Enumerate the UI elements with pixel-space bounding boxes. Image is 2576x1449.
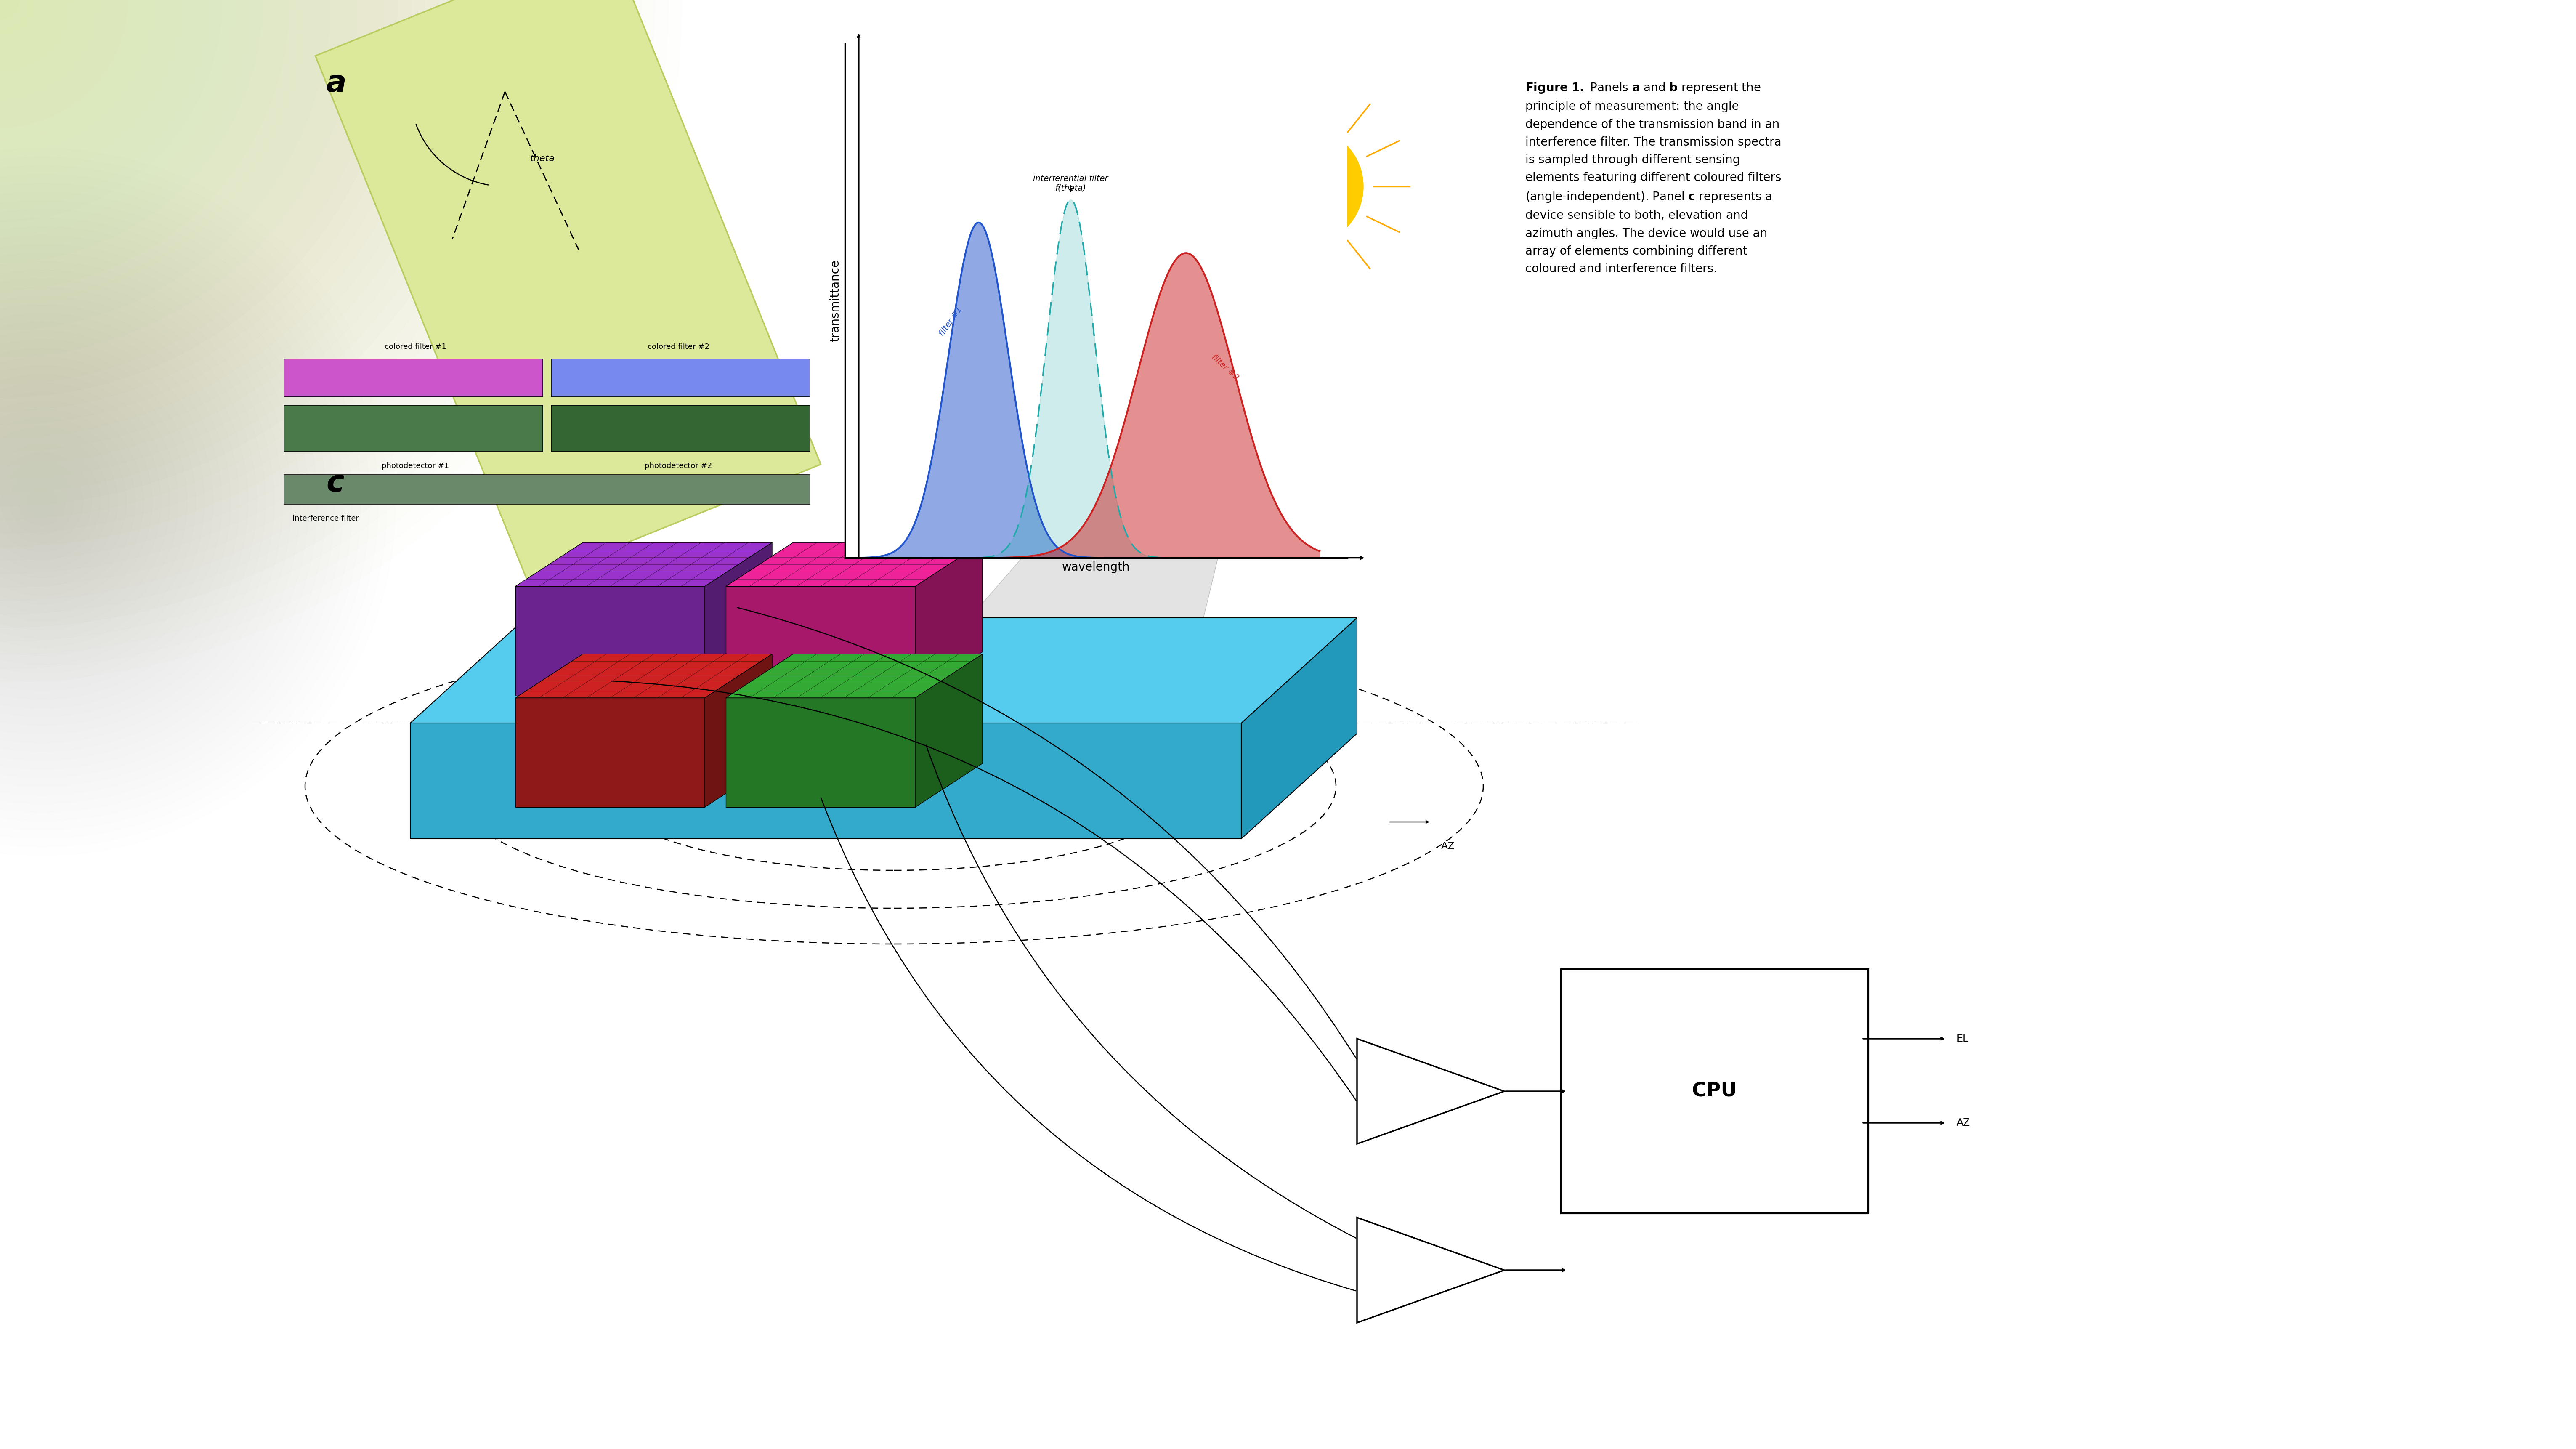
Polygon shape bbox=[726, 698, 914, 807]
Text: interferential filter
f(theta): interferential filter f(theta) bbox=[1033, 175, 1108, 193]
Polygon shape bbox=[410, 723, 1242, 839]
Polygon shape bbox=[515, 653, 773, 698]
Text: a: a bbox=[327, 70, 348, 99]
Polygon shape bbox=[706, 542, 773, 696]
Polygon shape bbox=[914, 653, 981, 807]
Bar bbox=[551, 406, 809, 452]
Polygon shape bbox=[726, 653, 981, 698]
Polygon shape bbox=[1242, 617, 1358, 839]
Polygon shape bbox=[1358, 1217, 1504, 1323]
Text: theta: theta bbox=[531, 155, 554, 162]
Text: photodetector #2: photodetector #2 bbox=[644, 462, 711, 469]
Text: $\mathbf{Figure\ 1.}$ Panels $\mathbf{a}$ and $\mathbf{b}$ represent the
princip: $\mathbf{Figure\ 1.}$ Panels $\mathbf{a}… bbox=[1525, 81, 1783, 275]
Bar bbox=[551, 359, 809, 397]
Text: EL: EL bbox=[1958, 1033, 1968, 1043]
Text: interference filter: interference filter bbox=[294, 514, 358, 522]
Bar bbox=[314, 0, 822, 582]
Text: filter #2: filter #2 bbox=[1211, 354, 1242, 381]
Text: EL: EL bbox=[1167, 420, 1180, 430]
Bar bbox=[283, 359, 544, 397]
Polygon shape bbox=[842, 245, 1293, 765]
Text: colored filter #2: colored filter #2 bbox=[647, 343, 708, 351]
Polygon shape bbox=[515, 587, 706, 696]
Polygon shape bbox=[914, 542, 981, 696]
X-axis label: wavelength: wavelength bbox=[1061, 561, 1131, 574]
Polygon shape bbox=[706, 653, 773, 807]
Text: AZ: AZ bbox=[1958, 1117, 1971, 1127]
Text: AZ: AZ bbox=[1440, 842, 1455, 852]
Text: CPU: CPU bbox=[1692, 1082, 1736, 1101]
Polygon shape bbox=[515, 698, 706, 807]
Polygon shape bbox=[726, 542, 981, 587]
Bar bbox=[283, 406, 544, 452]
Text: filter #1: filter #1 bbox=[938, 306, 963, 338]
Polygon shape bbox=[1358, 1039, 1504, 1143]
Circle shape bbox=[1247, 128, 1363, 245]
Bar bbox=[283, 475, 809, 504]
Text: b: b bbox=[884, 70, 904, 99]
Polygon shape bbox=[410, 617, 1358, 723]
Text: colored filter #1: colored filter #1 bbox=[384, 343, 446, 351]
Text: photodetector #1: photodetector #1 bbox=[381, 462, 448, 469]
Polygon shape bbox=[726, 587, 914, 696]
FancyBboxPatch shape bbox=[1561, 969, 1868, 1213]
Text: c: c bbox=[327, 469, 345, 498]
Y-axis label: transmittance: transmittance bbox=[829, 259, 842, 342]
Polygon shape bbox=[515, 542, 773, 587]
